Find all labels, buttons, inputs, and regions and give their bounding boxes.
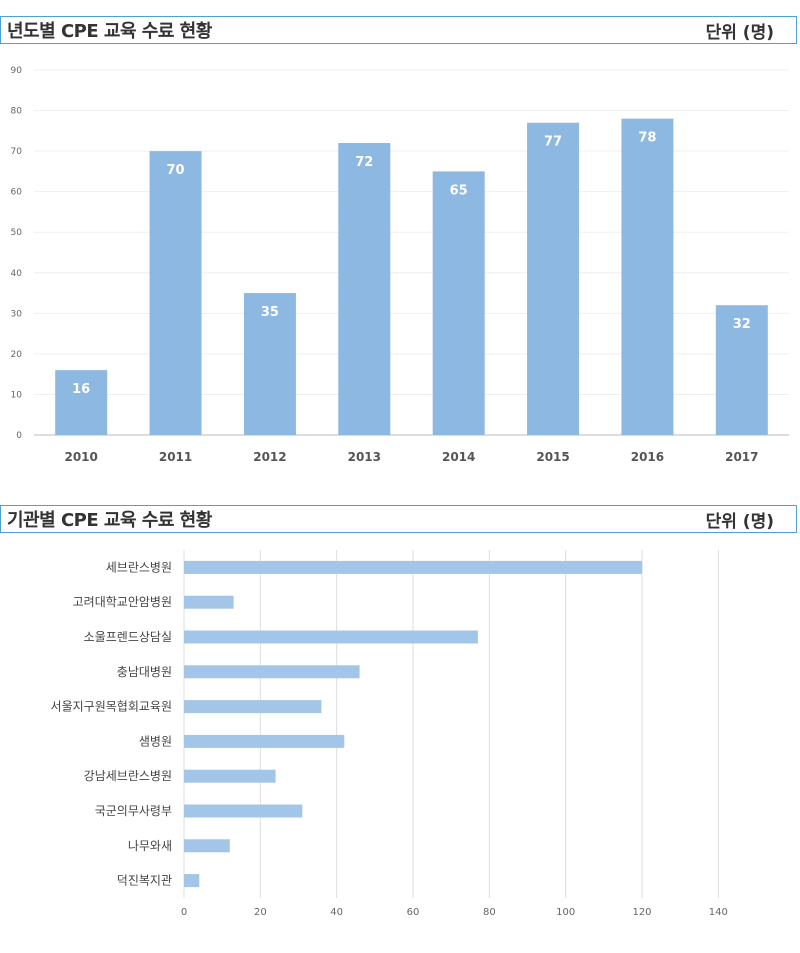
bar	[184, 630, 478, 644]
y-tick-label: 강남세브란스병원	[84, 769, 172, 783]
x-tick-label: 2016	[631, 450, 664, 464]
institution-chart-title: 기관별 CPE 교육 수료 현황	[7, 510, 212, 531]
bar	[184, 874, 200, 888]
yearly-bar-chart: 0 10 20 30 40 50 60 70 80 90 16 2010 70 2011 35 2012 72 2…	[11, 66, 789, 464]
bar	[527, 122, 580, 435]
y-tick-label: 10	[11, 390, 23, 400]
y-tick-label: 고려대학교안암병원	[73, 595, 172, 609]
yearly-chart-unit: 단위 (명)	[705, 22, 774, 43]
y-tick-label: 덕진복지관	[117, 874, 172, 888]
bar	[621, 118, 674, 436]
y-tick-label: 90	[11, 66, 23, 76]
bar	[184, 769, 276, 783]
x-tick-label: 2013	[348, 450, 381, 464]
bar	[184, 839, 230, 853]
y-tick-label: 80	[11, 107, 23, 117]
data-label: 72	[355, 155, 373, 170]
x-tick-label: 100	[556, 907, 575, 918]
bar	[184, 734, 345, 748]
data-label: 35	[261, 305, 279, 320]
y-tick-label: 20	[11, 350, 23, 360]
y-tick-label: 소울프렌드상담실	[84, 630, 172, 644]
x-tick-label: 60	[407, 907, 420, 918]
data-label: 32	[733, 317, 751, 332]
bar	[715, 305, 768, 435]
institution-bar-chart: 0 20 40 60 80 100 120 140 세브란스병원고려대학교안암병원소울프렌드상담…	[51, 550, 728, 918]
y-tick-label: 샘병원	[139, 734, 172, 748]
x-tick-label: 40	[330, 907, 343, 918]
y-tick-label: 30	[11, 309, 23, 319]
x-tick-label: 0	[181, 907, 187, 918]
data-label: 65	[450, 183, 468, 198]
bar	[55, 370, 108, 435]
x-tick-label: 140	[709, 907, 728, 918]
bar	[432, 171, 485, 435]
yearly-chart-header: 년도별 CPE 교육 수료 현황 단위 (명)	[0, 16, 797, 44]
y-tick-label: 국군의무사령부	[95, 804, 172, 818]
yearly-chart-title: 년도별 CPE 교육 수료 현황	[7, 21, 212, 42]
bar	[149, 151, 202, 435]
y-tick-label: 서울지구원목협회교육원	[51, 700, 172, 714]
x-tick-label: 2015	[536, 450, 569, 464]
bar	[184, 804, 303, 818]
y-tick-label: 40	[11, 269, 23, 279]
bar	[338, 143, 391, 435]
institution-chart-unit: 단위 (명)	[705, 511, 774, 532]
data-label: 70	[167, 163, 185, 178]
x-tick-label: 2014	[442, 450, 475, 464]
bar	[184, 665, 360, 679]
x-tick-label: 2012	[253, 450, 286, 464]
x-tick-label: 2010	[64, 450, 97, 464]
y-tick-label: 나무와새	[128, 839, 172, 853]
data-label: 16	[72, 382, 90, 397]
x-tick-label: 80	[483, 907, 496, 918]
bar	[184, 700, 322, 714]
x-tick-label: 20	[254, 907, 267, 918]
y-tick-label: 60	[11, 188, 23, 198]
y-tick-label: 세브란스병원	[106, 560, 172, 574]
x-tick-label: 2017	[725, 450, 758, 464]
data-label: 77	[544, 135, 562, 150]
institution-chart-header: 기관별 CPE 교육 수료 현황 단위 (명)	[0, 505, 797, 533]
x-tick-label: 2011	[159, 450, 192, 464]
bar	[184, 595, 234, 609]
y-tick-label: 충남대병원	[117, 665, 172, 679]
y-tick-label: 0	[16, 431, 22, 441]
bar	[243, 293, 296, 435]
x-tick-label: 120	[632, 907, 651, 918]
y-tick-label: 50	[11, 228, 23, 238]
y-tick-label: 70	[11, 147, 23, 157]
data-label: 78	[638, 131, 656, 146]
bar	[184, 560, 642, 574]
